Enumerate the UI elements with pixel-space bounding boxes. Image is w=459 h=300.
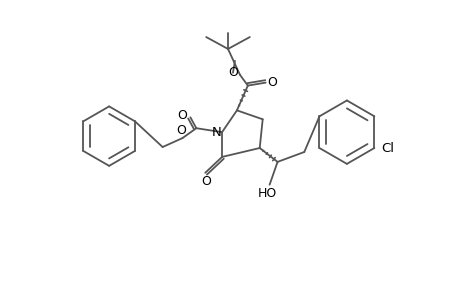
Text: O: O [267, 76, 277, 89]
Text: O: O [177, 109, 187, 122]
Text: HO: HO [257, 187, 277, 200]
Text: O: O [228, 66, 237, 79]
Text: O: O [176, 124, 186, 137]
Text: O: O [201, 175, 211, 188]
Text: N: N [212, 126, 222, 139]
Text: Cl: Cl [381, 142, 394, 154]
